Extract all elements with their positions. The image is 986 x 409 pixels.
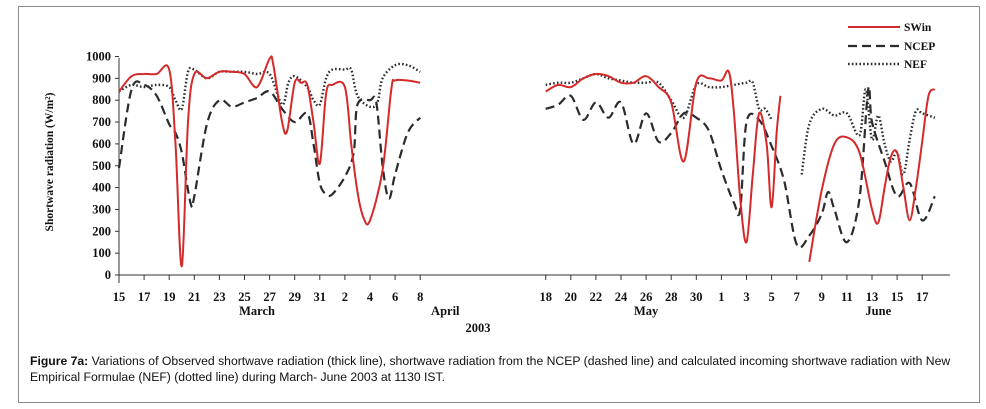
- series-line-nef: [118, 62, 421, 112]
- x-tick-label: 30: [690, 290, 703, 304]
- x-tick-label: 15: [113, 290, 126, 304]
- x-ticks: 15 17 19 21 23 25 27 29 31 2 4 6 8 18 20 22 24 26 28 30 1 3 5 7…: [113, 275, 929, 304]
- series-line-ncep: [545, 85, 936, 249]
- caption-text: Variations of Observed shortwave radiati…: [30, 354, 951, 384]
- x-tick-label: 26: [640, 290, 653, 304]
- x-tick-label: 31: [314, 290, 327, 304]
- y-tick-label: 500: [92, 159, 111, 173]
- y-tick-label: 200: [92, 224, 111, 238]
- x-tick-label: 7: [794, 290, 800, 304]
- y-tick-label: 100: [92, 246, 111, 260]
- series-swin: [118, 55, 936, 268]
- y-ticks: 0 100 200 300 400 500 600 700 800 900 1000: [86, 50, 119, 282]
- legend-label-ncep: NCEP: [904, 41, 935, 53]
- figure-frame: [18, 6, 980, 403]
- series-line-swin: [808, 88, 936, 263]
- y-tick-label: 0: [105, 268, 111, 282]
- y-tick-label: 1000: [86, 50, 111, 64]
- month-label: April: [431, 304, 460, 318]
- x-tick-label: 28: [665, 290, 678, 304]
- chart: Shortwave radiation (W/m²) 0 100 200 300 400…: [44, 22, 950, 335]
- x-tick-label: 17: [916, 290, 929, 304]
- month-label: May: [634, 304, 659, 318]
- series-line-ncep: [117, 80, 422, 209]
- month-label: March: [239, 304, 275, 318]
- x-tick-label: 5: [768, 290, 774, 304]
- year-label: 2003: [466, 321, 491, 335]
- y-tick-label: 600: [92, 137, 111, 151]
- month-label: June: [865, 304, 891, 318]
- series-line-nef: [800, 88, 936, 176]
- figure-caption: Figure 7a: Variations of Observed shortw…: [30, 353, 970, 385]
- y-tick-label: 700: [92, 115, 111, 129]
- x-tick-label: 25: [238, 290, 251, 304]
- x-tick-label: 22: [590, 290, 603, 304]
- x-tick-label: 3: [743, 290, 749, 304]
- legend: SWin NCEP NEF: [848, 22, 935, 71]
- x-tick-label: 1: [718, 290, 724, 304]
- series-line-swin: [545, 69, 782, 244]
- y-tick-label: 400: [92, 181, 111, 195]
- x-tick-label: 27: [263, 290, 276, 304]
- x-tick-label: 8: [417, 290, 423, 304]
- x-tick-label: 20: [565, 290, 578, 304]
- y-tick-label: 300: [92, 202, 111, 216]
- x-tick-label: 9: [819, 290, 825, 304]
- legend-label-swin: SWin: [904, 22, 932, 34]
- x-tick-label: 21: [188, 290, 201, 304]
- x-tick-label: 11: [841, 290, 853, 304]
- series-line-swin: [118, 55, 421, 268]
- series-group: [117, 55, 936, 268]
- x-tick-label: 13: [866, 290, 879, 304]
- x-tick-label: 4: [367, 290, 374, 304]
- x-tick-label: 17: [138, 290, 151, 304]
- x-tick-label: 6: [392, 290, 398, 304]
- x-tick-label: 15: [891, 290, 904, 304]
- x-tick-label: 19: [163, 290, 176, 304]
- x-tick-label: 23: [213, 290, 226, 304]
- y-tick-label: 800: [92, 93, 111, 107]
- x-tick-label: 24: [615, 290, 628, 304]
- caption-label: Figure 7a:: [30, 354, 89, 368]
- x-tick-label: 2: [342, 290, 348, 304]
- y-tick-label: 900: [92, 71, 111, 85]
- legend-label-nef: NEF: [904, 59, 927, 71]
- series-nef: [118, 62, 936, 176]
- x-tick-label: 18: [539, 290, 552, 304]
- series-ncep: [117, 80, 936, 249]
- month-labels: March April May June: [239, 304, 891, 318]
- y-axis-label: Shortwave radiation (W/m²): [44, 92, 56, 231]
- x-tick-label: 29: [288, 290, 301, 304]
